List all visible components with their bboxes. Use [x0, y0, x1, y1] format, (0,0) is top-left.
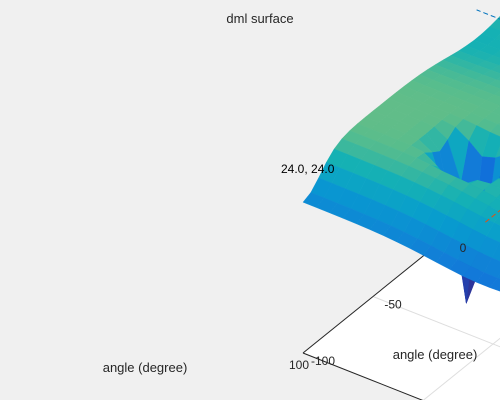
floor-grid-line [372, 296, 500, 348]
y-axis-title: angle (degree) [393, 347, 478, 362]
y-tick-label: -100 [311, 354, 335, 368]
y-tick-label: -50 [384, 298, 402, 312]
surface-patch [497, 121, 500, 126]
x-axis-title: angle (degree) [103, 360, 188, 375]
chart-title: dml surface [226, 11, 293, 26]
x-axis-line [302, 352, 424, 400]
surface-patch [495, 77, 500, 82]
surface-patch [495, 193, 500, 200]
surface-mesh [302, 15, 500, 305]
peak-annotation: 24.0, 24.0 [281, 162, 335, 176]
surface-patch [302, 192, 325, 208]
x-tick-label: 100 [289, 358, 309, 372]
y-tick-label: 0 [460, 241, 467, 255]
tick-labels: 0-20-40-60-100-50050100-100-50050100 [289, 241, 467, 372]
floor-grid-line [422, 337, 500, 400]
